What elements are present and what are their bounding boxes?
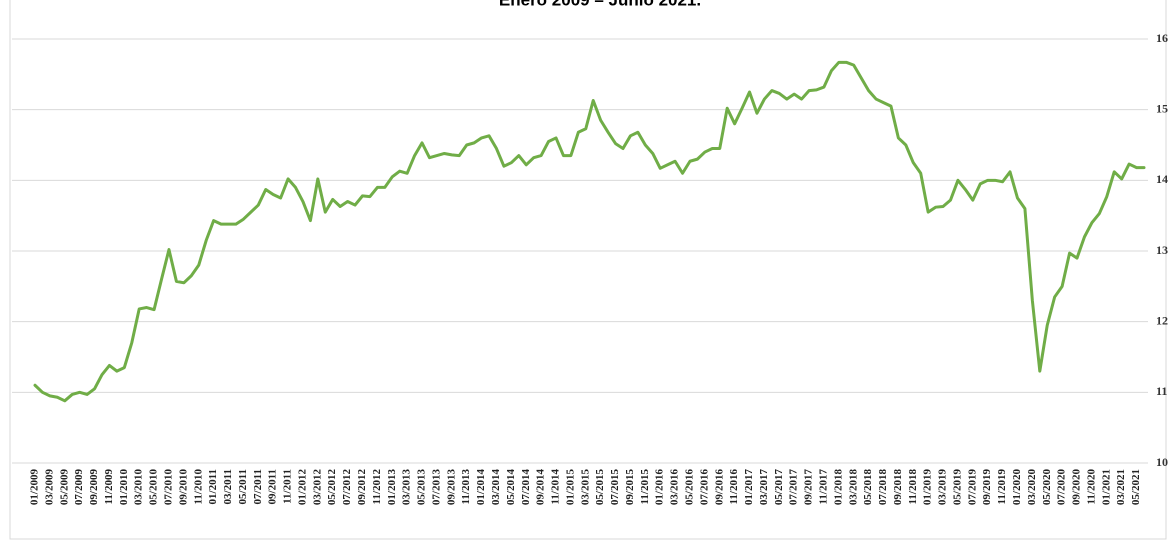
x-tick-label: 05/2015 (594, 469, 606, 506)
data-line (33, 60, 1146, 403)
x-tick-label: 07/2015 (609, 469, 621, 506)
x-tick-label: 09/2020 (1071, 469, 1083, 506)
y-tick-label: 12 (1156, 313, 1168, 327)
x-tick-label: 07/2013 (430, 469, 442, 506)
x-tick-label: 09/2013 (445, 469, 457, 506)
x-tick-label: 11/2020 (1085, 469, 1097, 505)
x-tick-label: 09/2010 (177, 469, 189, 506)
y-tick-label: 13 (1156, 243, 1168, 257)
x-tick-label: 11/2015 (639, 469, 651, 505)
chart-title: Enero 2009 – Junio 2021. (499, 0, 701, 9)
x-tick-label: 01/2013 (386, 469, 398, 506)
x-tick-label: 09/2011 (267, 469, 279, 504)
x-tick-label: 07/2019 (966, 469, 978, 506)
x-tick-label: 09/2019 (981, 469, 993, 506)
x-tick-label: 03/2011 (222, 469, 234, 504)
x-tick-label: 11/2019 (996, 469, 1008, 505)
x-tick-label: 01/2019 (922, 469, 934, 506)
y-tick-label: 15 (1156, 101, 1168, 115)
x-tick-label: 03/2017 (758, 469, 770, 506)
x-tick-label: 09/2009 (88, 469, 100, 506)
x-tick-label: 05/2014 (505, 469, 517, 506)
x-tick-label: 03/2016 (669, 469, 681, 506)
y-tick-label: 11 (1156, 384, 1167, 398)
x-tick-label: 11/2012 (371, 469, 383, 505)
x-tick-label: 11/2009 (103, 469, 115, 505)
x-tick-label: 05/2016 (684, 469, 696, 506)
x-tick-label: 05/2011 (237, 469, 249, 504)
x-tick-label: 01/2015 (564, 469, 576, 506)
x-tick-label: 01/2010 (118, 469, 130, 506)
x-tick-label: 07/2018 (877, 469, 889, 506)
x-tick-label: 03/2010 (133, 469, 145, 506)
x-tick-label: 09/2017 (803, 469, 815, 506)
x-tick-label: 05/2010 (148, 469, 160, 506)
x-tick-label: 01/2021 (1100, 469, 1112, 505)
x-tick-label: 01/2012 (296, 469, 308, 506)
x-tick-label: 01/2020 (1011, 469, 1023, 506)
y-tick-label: 10 (1156, 455, 1168, 469)
x-tick-label: 05/2012 (326, 469, 338, 506)
x-tick-label: 07/2020 (1056, 469, 1068, 506)
x-tick-label: 05/2020 (1041, 469, 1053, 506)
y-tick-label: 14 (1156, 172, 1168, 186)
x-tick-label: 01/2014 (475, 469, 487, 506)
x-tick-label: 03/2013 (401, 469, 413, 506)
x-tick-label: 05/2018 (862, 469, 874, 506)
x-tick-label: 07/2010 (163, 469, 175, 506)
x-tick-label: 11/2013 (460, 469, 472, 505)
x-tick-label: 05/2021 (1130, 469, 1142, 505)
x-tick-label: 03/2012 (311, 469, 323, 506)
x-tick-label: 03/2019 (937, 469, 949, 506)
x-tick-label: 03/2014 (490, 469, 502, 506)
x-tick-label: 05/2009 (58, 469, 70, 506)
x-tick-label: 09/2012 (356, 469, 368, 506)
y-tick-label: 16 (1156, 31, 1168, 45)
x-tick-label: 03/2009 (43, 469, 55, 506)
x-tick-label: 11/2010 (192, 469, 204, 505)
x-tick-label: 03/2021 (1115, 469, 1127, 505)
x-tick-label: 09/2018 (892, 469, 904, 506)
x-tick-label: 11/2014 (550, 469, 562, 505)
x-tick-label: 11/2018 (907, 469, 919, 505)
x-tick-label: 05/2013 (416, 469, 428, 506)
x-tick-label: 01/2017 (743, 469, 755, 506)
x-tick-label: 03/2020 (1026, 469, 1038, 506)
x-tick-label: 01/2016 (654, 469, 666, 506)
chart-frame (9, 0, 1167, 540)
x-tick-label: 07/2016 (698, 469, 710, 506)
x-tick-label: 01/2011 (207, 469, 219, 504)
x-tick-label: 07/2011 (252, 469, 264, 504)
x-tick-label: 07/2017 (788, 469, 800, 506)
x-tick-label: 07/2009 (73, 469, 85, 506)
x-tick-label: 07/2012 (341, 469, 353, 506)
x-tick-label: 11/2011 (282, 469, 294, 504)
x-tick-label: 01/2009 (29, 469, 41, 506)
x-tick-label: 09/2014 (535, 469, 547, 506)
x-tick-label: 03/2018 (847, 469, 859, 506)
x-tick-label: 03/2015 (579, 469, 591, 506)
x-tick-label: 09/2015 (624, 469, 636, 506)
x-tick-label: 05/2017 (773, 469, 785, 506)
x-tick-label: 07/2014 (520, 469, 532, 506)
x-tick-label: 11/2016 (728, 469, 740, 505)
x-tick-label: 11/2017 (817, 469, 829, 505)
x-tick-label: 05/2019 (951, 469, 963, 506)
x-tick-label: 01/2018 (832, 469, 844, 506)
x-tick-label: 09/2016 (713, 469, 725, 506)
